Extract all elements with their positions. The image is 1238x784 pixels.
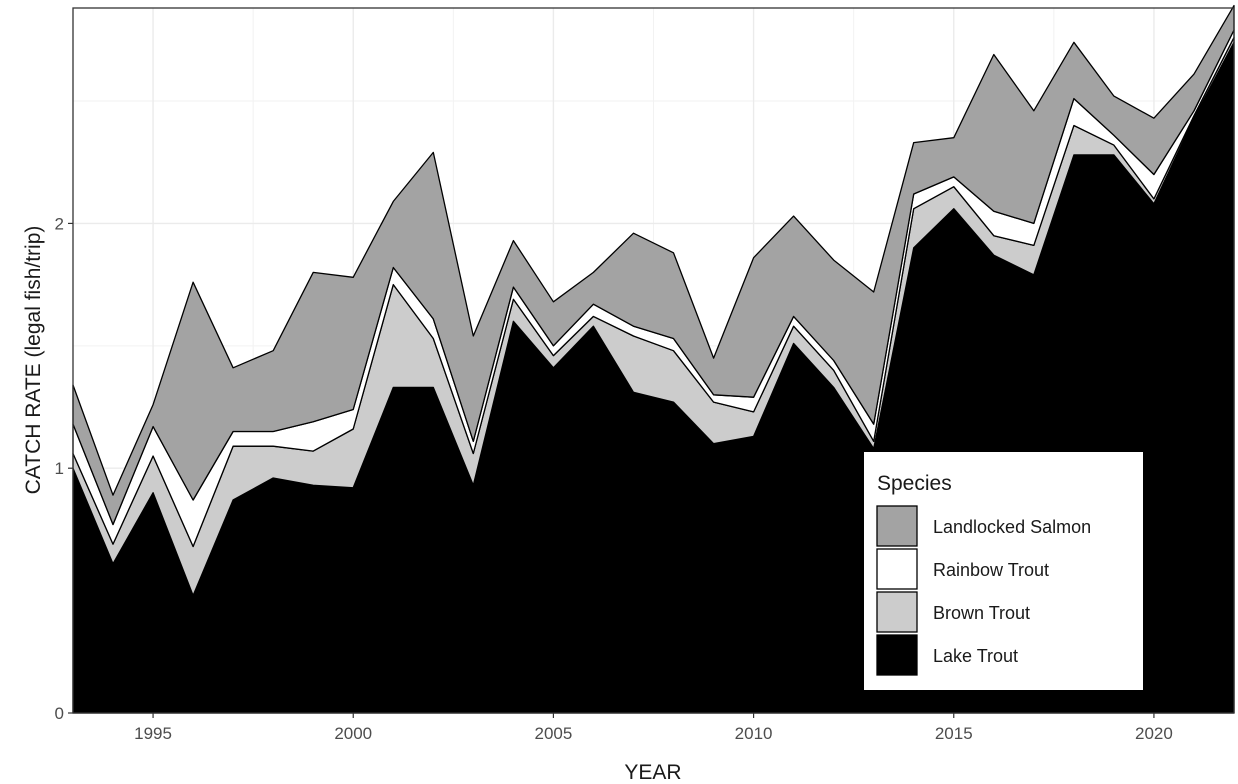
plot-border (72, 7, 1235, 714)
legend-label-lake-trout: Lake Trout (933, 646, 1018, 666)
legend-key-brown-trout (876, 591, 918, 633)
axes: 1995 2000 2005 2010 2015 2020 0 1 2 (55, 214, 1173, 743)
legend-key-lake-trout (876, 634, 918, 676)
legend-label-brown-trout: Brown Trout (933, 603, 1030, 623)
x-tick-label: 2000 (334, 724, 372, 743)
legend-title: Species (877, 472, 952, 495)
legend-label-rainbow-trout: Rainbow Trout (933, 560, 1049, 580)
x-tick-label: 1995 (134, 724, 172, 743)
x-axis-title: YEAR (624, 761, 681, 784)
legend-label-landlocked-salmon: Landlocked Salmon (933, 517, 1091, 537)
legend-key-landlocked-salmon (876, 505, 918, 547)
y-tick-label: 2 (55, 214, 64, 233)
x-tick-label: 2005 (534, 724, 572, 743)
y-tick-label: 0 (55, 704, 64, 723)
y-tick-label: 1 (55, 459, 64, 478)
x-tick-label: 2020 (1135, 724, 1173, 743)
x-tick-label: 2015 (935, 724, 973, 743)
x-tick-label: 2010 (735, 724, 773, 743)
legend: Species Landlocked Salmon Rainbow Trout Br… (864, 452, 1143, 690)
legend-key-rainbow-trout (876, 548, 918, 590)
y-axis-title: CATCH RATE (legal fish/trip) (22, 226, 45, 495)
